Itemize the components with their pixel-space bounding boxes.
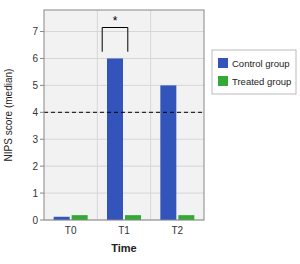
marks [44, 28, 204, 221]
legend-swatch [218, 76, 228, 86]
tick-label: 2 [32, 161, 38, 172]
grid-line [44, 85, 204, 86]
plot-area [44, 10, 204, 220]
tick-label: 0 [32, 215, 38, 226]
grid-line [44, 166, 204, 167]
bar [72, 215, 88, 220]
tick-label: T1 [118, 225, 130, 236]
tick-label: 1 [32, 188, 38, 199]
grid-line [44, 112, 204, 113]
annotation: * [113, 14, 118, 28]
legend: Control group Treated group [212, 50, 296, 94]
tick-label: T2 [171, 225, 183, 236]
legend-frame [212, 50, 296, 94]
grid-line [44, 58, 204, 59]
grid-line [44, 139, 204, 140]
tick [40, 112, 44, 113]
bar [107, 58, 123, 220]
tick-label: 4 [32, 107, 38, 118]
chart: * 0 1 2 3 4 5 6 7 T0 T1 T2 Time NIPS score (median) Co… [0, 0, 300, 264]
x-axis-label: Time [111, 242, 136, 254]
y-axis-label: NIPS score (median) [3, 69, 14, 162]
legend-swatch [218, 58, 228, 68]
bar [178, 215, 194, 220]
tick-label: 3 [32, 134, 38, 145]
bar [160, 85, 176, 220]
significance-bracket [102, 28, 128, 52]
tick [40, 58, 44, 59]
grid-line [44, 31, 204, 32]
tick-label: T0 [65, 225, 77, 236]
legend-label: Control group [232, 58, 290, 69]
tick [40, 220, 44, 221]
reference-line [44, 112, 204, 113]
tick-label: 6 [32, 53, 38, 64]
legend-label: Treated group [232, 76, 291, 87]
grid-line [44, 193, 204, 194]
grid-line [150, 10, 151, 220]
bar [125, 215, 141, 220]
tick-label: 5 [32, 80, 38, 91]
plot-frame [44, 10, 204, 220]
tick [40, 85, 44, 86]
grid-line [97, 10, 98, 220]
tick [40, 193, 44, 194]
tick [40, 31, 44, 32]
tick [40, 139, 44, 140]
tick [40, 166, 44, 167]
tick-label: 7 [32, 26, 38, 37]
